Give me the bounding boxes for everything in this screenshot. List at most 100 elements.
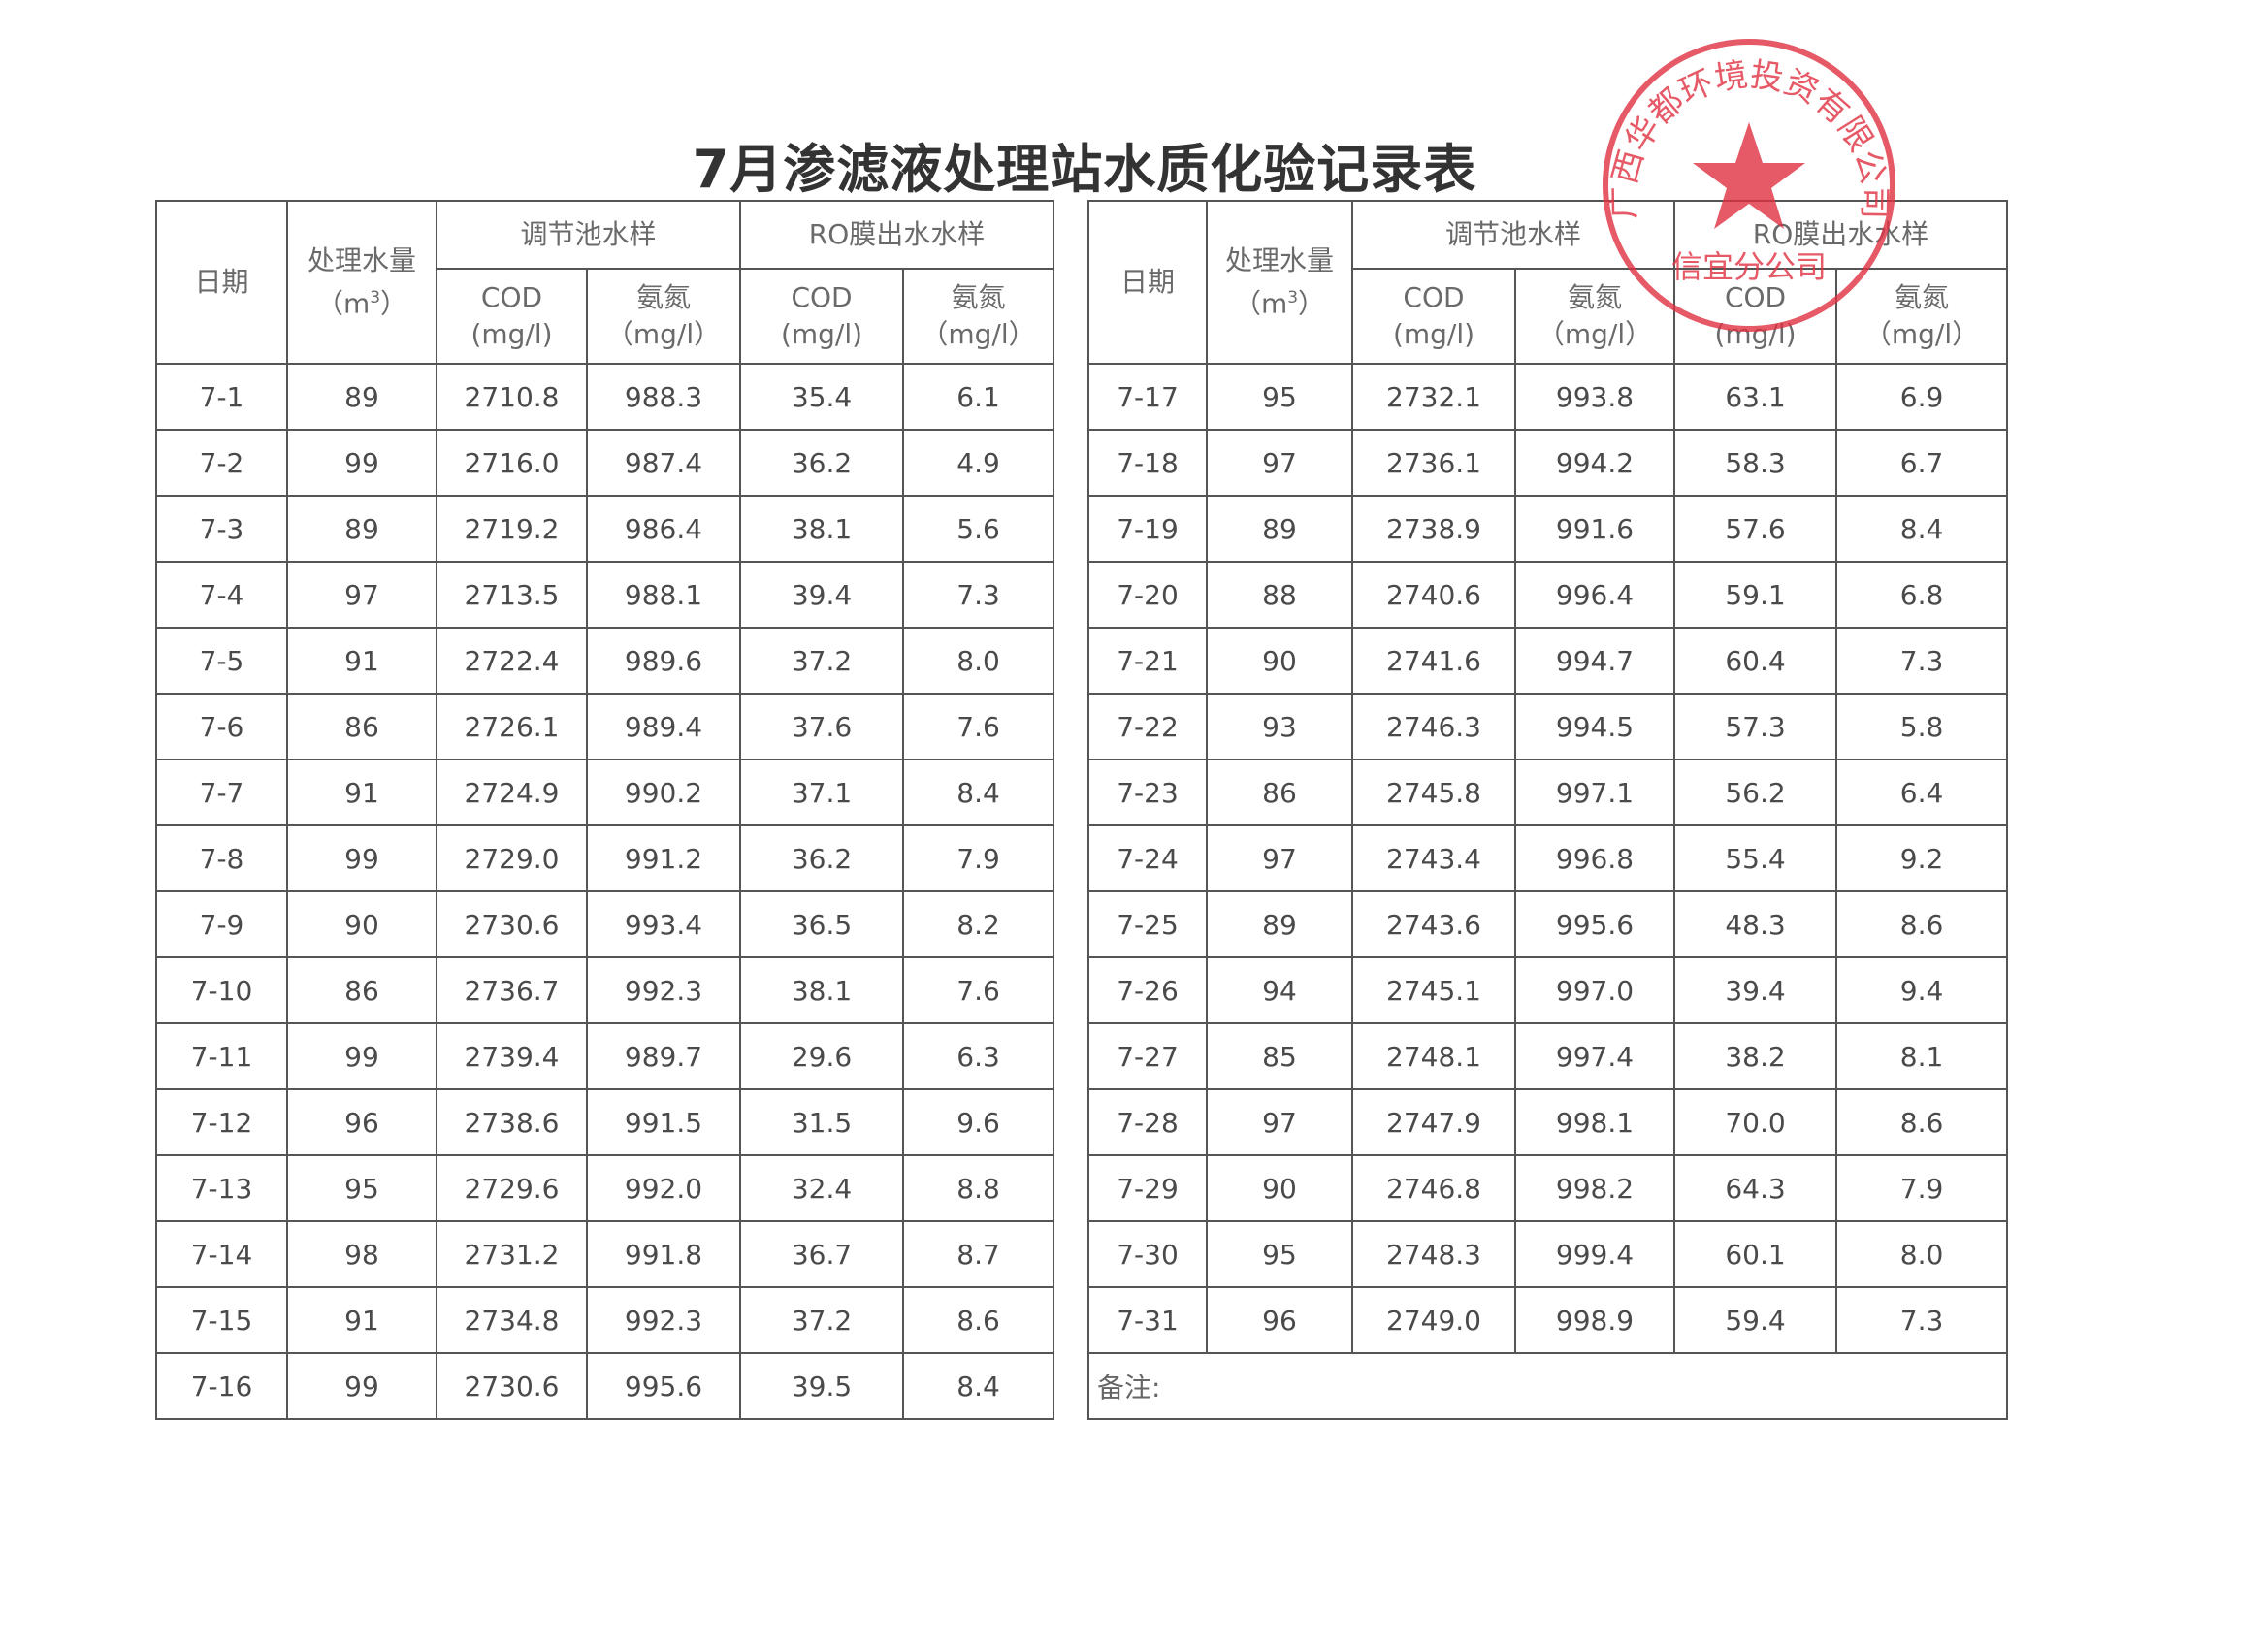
ro-cod-cell: 36.2	[739, 429, 905, 497]
table-row: 7-24 97 2743.4 996.8 55.4 9.2	[1087, 824, 2009, 892]
volume-cell: 91	[286, 1286, 437, 1354]
table-row: 7-4 97 2713.5 988.1 39.4 7.3	[155, 561, 1055, 629]
ro-cod-cell: 36.7	[739, 1220, 905, 1288]
date-cell: 7-3	[155, 495, 288, 563]
header-cod-label: COD	[1724, 281, 1787, 313]
date-cell: 7-27	[1087, 1022, 1208, 1090]
tank-nh3-cell: 997.1	[1513, 759, 1676, 826]
tank-nh3-cell: 998.9	[1513, 1286, 1676, 1354]
date-cell: 7-12	[155, 1088, 288, 1156]
ro-nh3-cell: 8.4	[1835, 495, 2009, 563]
tank-cod-cell: 2710.8	[436, 363, 588, 431]
date-cell: 7-22	[1087, 693, 1208, 760]
volume-cell: 89	[286, 363, 437, 431]
tank-cod-cell: 2743.4	[1351, 824, 1516, 892]
ro-cod-cell: 57.6	[1673, 495, 1838, 563]
table-row: 7-10 86 2736.7 992.3 38.1 7.6	[155, 956, 1055, 1024]
volume-cell: 86	[286, 693, 437, 760]
ro-cod-cell: 60.1	[1673, 1220, 1838, 1288]
tank-nh3-cell: 993.8	[1513, 363, 1676, 431]
header-volume-sup: 3	[370, 287, 381, 307]
ro-nh3-cell: 7.3	[1835, 1286, 2009, 1354]
volume-cell: 99	[286, 1022, 437, 1090]
tank-nh3-cell: 994.2	[1513, 429, 1676, 497]
header-cod-label: COD	[480, 281, 543, 313]
ro-cod-cell: 59.1	[1673, 561, 1838, 629]
ro-cod-cell: 35.4	[739, 363, 905, 431]
header-tank-nh3: 氨氮 （mg/l）	[585, 268, 742, 365]
tank-cod-cell: 2722.4	[436, 627, 588, 695]
table-row: 7-1 89 2710.8 988.3 35.4 6.1	[155, 363, 1055, 431]
ro-nh3-cell: 6.9	[1835, 363, 2009, 431]
tank-cod-cell: 2719.2	[436, 495, 588, 563]
table-row: 7-16 99 2730.6 995.6 39.5 8.4	[155, 1352, 1055, 1420]
ro-cod-cell: 38.2	[1673, 1022, 1838, 1090]
ro-cod-cell: 58.3	[1673, 429, 1838, 497]
ro-cod-cell: 32.4	[739, 1154, 905, 1222]
date-cell: 7-7	[155, 759, 288, 826]
date-cell: 7-4	[155, 561, 288, 629]
table-row: 7-23 86 2745.8 997.1 56.2 6.4	[1087, 759, 2009, 826]
date-cell: 7-10	[155, 956, 288, 1024]
ro-nh3-cell: 8.0	[1835, 1220, 2009, 1288]
date-cell: 7-16	[155, 1352, 288, 1420]
volume-cell: 95	[1206, 1220, 1353, 1288]
table-row: 7-26 94 2745.1 997.0 39.4 9.4	[1087, 956, 2009, 1024]
ro-cod-cell: 70.0	[1673, 1088, 1838, 1156]
ro-nh3-cell: 7.6	[902, 693, 1055, 760]
table-row: 7-17 95 2732.1 993.8 63.1 6.9	[1087, 363, 2009, 431]
date-cell: 7-18	[1087, 429, 1208, 497]
tank-nh3-cell: 991.5	[585, 1088, 742, 1156]
ro-nh3-cell: 6.4	[1835, 759, 2009, 826]
right-data-table: 日期 处理水量 （m3） 调节池水样 RO膜出水水样 COD (mg/l) 氨氮 （m…	[1086, 200, 2009, 1420]
header-tank-cod: COD (mg/l)	[1351, 268, 1516, 365]
header-tank-cod: COD (mg/l)	[436, 268, 588, 365]
ro-cod-cell: 56.2	[1673, 759, 1838, 826]
header-nh3-label: 氨氮	[1895, 281, 1950, 313]
tank-cod-cell: 2730.6	[436, 1352, 588, 1420]
volume-cell: 86	[286, 956, 437, 1024]
header-ro-cod: COD (mg/l)	[739, 268, 905, 365]
volume-cell: 98	[286, 1220, 437, 1288]
ro-cod-cell: 64.3	[1673, 1154, 1838, 1222]
tank-cod-cell: 2713.5	[436, 561, 588, 629]
table-row: 7-21 90 2741.6 994.7 60.4 7.3	[1087, 627, 2009, 695]
table-row: 7-30 95 2748.3 999.4 60.1 8.0	[1087, 1220, 2009, 1288]
tank-cod-cell: 2743.6	[1351, 890, 1516, 958]
volume-cell: 88	[1206, 561, 1353, 629]
tank-nh3-cell: 991.8	[585, 1220, 742, 1288]
table-row: 7-29 90 2746.8 998.2 64.3 7.9	[1087, 1154, 2009, 1222]
volume-cell: 93	[1206, 693, 1353, 760]
header-cod-unit: (mg/l)	[1392, 318, 1475, 350]
table-row: 7-20 88 2740.6 996.4 59.1 6.8	[1087, 561, 2009, 629]
volume-cell: 99	[286, 429, 437, 497]
volume-cell: 96	[1206, 1286, 1353, 1354]
volume-cell: 99	[286, 1352, 437, 1420]
date-cell: 7-13	[155, 1154, 288, 1222]
volume-cell: 89	[286, 495, 437, 563]
header-ro-nh3: 氨氮 （mg/l）	[902, 268, 1055, 365]
header-cod-unit: (mg/l)	[470, 318, 553, 350]
ro-nh3-cell: 6.7	[1835, 429, 2009, 497]
header-nh3-unit: （mg/l）	[1537, 318, 1653, 350]
header-volume: 处理水量 （m3）	[1206, 200, 1353, 365]
date-cell: 7-28	[1087, 1088, 1208, 1156]
tank-cod-cell: 2726.1	[436, 693, 588, 760]
ro-cod-cell: 36.2	[739, 824, 905, 892]
tank-nh3-cell: 988.3	[585, 363, 742, 431]
tank-nh3-cell: 989.6	[585, 627, 742, 695]
page-title: 7月渗滤液处理站水质化验记录表	[692, 139, 1477, 200]
volume-cell: 89	[1206, 495, 1353, 563]
tank-nh3-cell: 989.7	[585, 1022, 742, 1090]
table-row: 7-27 85 2748.1 997.4 38.2 8.1	[1087, 1022, 2009, 1090]
ro-cod-cell: 39.4	[1673, 956, 1838, 1024]
date-cell: 7-9	[155, 890, 288, 958]
date-cell: 7-26	[1087, 956, 1208, 1024]
tank-nh3-cell: 998.2	[1513, 1154, 1676, 1222]
tank-cod-cell: 2740.6	[1351, 561, 1516, 629]
date-cell: 7-8	[155, 824, 288, 892]
header-cod-unit: (mg/l)	[1714, 318, 1797, 350]
table-row: 7-18 97 2736.1 994.2 58.3 6.7	[1087, 429, 2009, 497]
ro-cod-cell: 37.2	[739, 627, 905, 695]
ro-cod-cell: 37.1	[739, 759, 905, 826]
